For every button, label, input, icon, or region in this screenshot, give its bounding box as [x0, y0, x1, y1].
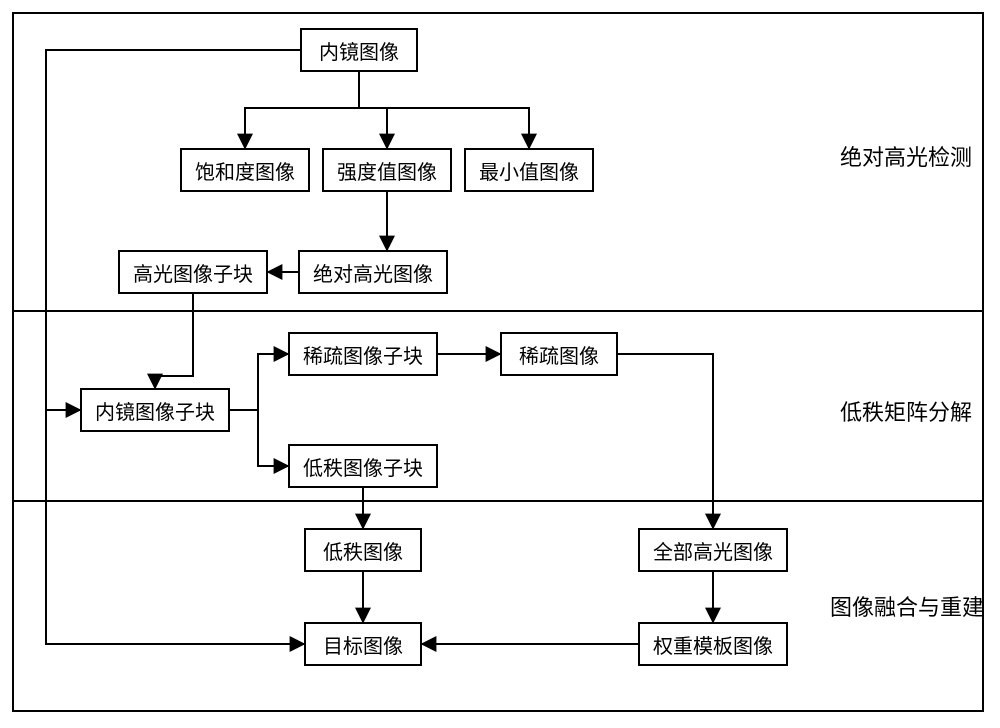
node-n6: 高光图像子块 [118, 250, 268, 294]
node-n8: 稀疏图像子块 [288, 332, 438, 376]
node-n9: 低秩图像子块 [288, 444, 438, 488]
node-n11: 低秩图像 [304, 528, 422, 572]
node-n4: 最小值图像 [464, 148, 594, 192]
node-n12: 全部高光图像 [638, 528, 788, 572]
section-label-sec1: 绝对高光检测 [840, 140, 972, 172]
node-n1: 内镜图像 [300, 28, 418, 72]
section-label-sec2: 低秩矩阵分解 [840, 395, 972, 427]
node-n10: 稀疏图像 [500, 332, 618, 376]
node-n14: 目标图像 [304, 622, 422, 666]
section-label-sec3: 图像融合与重建 [830, 590, 984, 622]
node-n5: 绝对高光图像 [298, 250, 448, 294]
node-n7: 内镜图像子块 [80, 388, 230, 432]
node-n13: 权重模板图像 [638, 622, 788, 666]
node-n2: 饱和度图像 [180, 148, 310, 192]
node-n3: 强度值图像 [322, 148, 452, 192]
